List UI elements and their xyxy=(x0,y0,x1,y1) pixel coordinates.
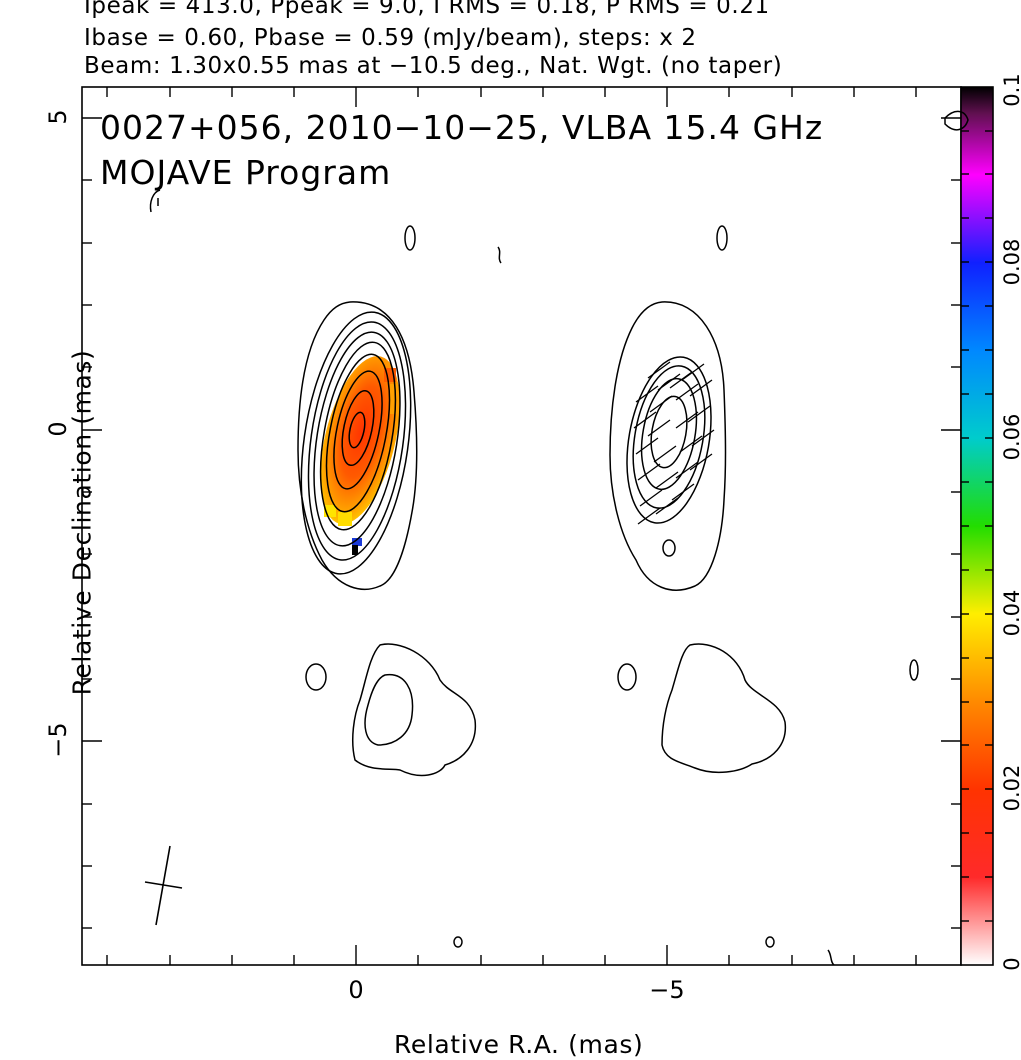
x-axis-label: Relative R.A. (mas) xyxy=(394,1030,644,1059)
colorbar-tick-label: 0.1 xyxy=(1000,73,1021,107)
colorbar-tick-label: 0.02 xyxy=(1000,764,1021,812)
x-tick-label: 0 xyxy=(348,976,364,1004)
map-subtitle: MOJAVE Program xyxy=(100,153,392,192)
right-panel-contours xyxy=(609,110,969,966)
colorbar-tick-label: 0.04 xyxy=(1000,589,1021,637)
map-title: 0027+056, 2010−10−25, VLBA 15.4 GHz xyxy=(100,108,824,147)
header-line-2: Ibase = 0.60, Pbase = 0.59 (mJy/beam), s… xyxy=(84,25,697,51)
evpa-vectors xyxy=(633,361,715,525)
plot-frame xyxy=(81,86,962,966)
header-line-3: Beam: 1.30x0.55 mas at −10.5 deg., Nat. … xyxy=(84,53,783,79)
axis-ticks xyxy=(82,87,993,965)
colorbar-tick-label: 0.06 xyxy=(1000,413,1021,461)
colorbar-tick-label: 0 xyxy=(1000,934,1021,994)
polarized-intensity-map xyxy=(320,356,400,555)
left-panel-contours xyxy=(149,189,502,948)
y-axis-label: Relative Declination (mas) xyxy=(67,349,97,696)
x-tick-label: −5 xyxy=(649,976,685,1004)
colorbar-tick-label: 0.08 xyxy=(1000,238,1021,286)
header-line-1: Ipeak = 413.0, Ppeak = 9.0, I RMS = 0.18… xyxy=(84,0,770,19)
y-tick-label: 5 xyxy=(44,109,72,125)
beam-marker xyxy=(144,845,183,926)
